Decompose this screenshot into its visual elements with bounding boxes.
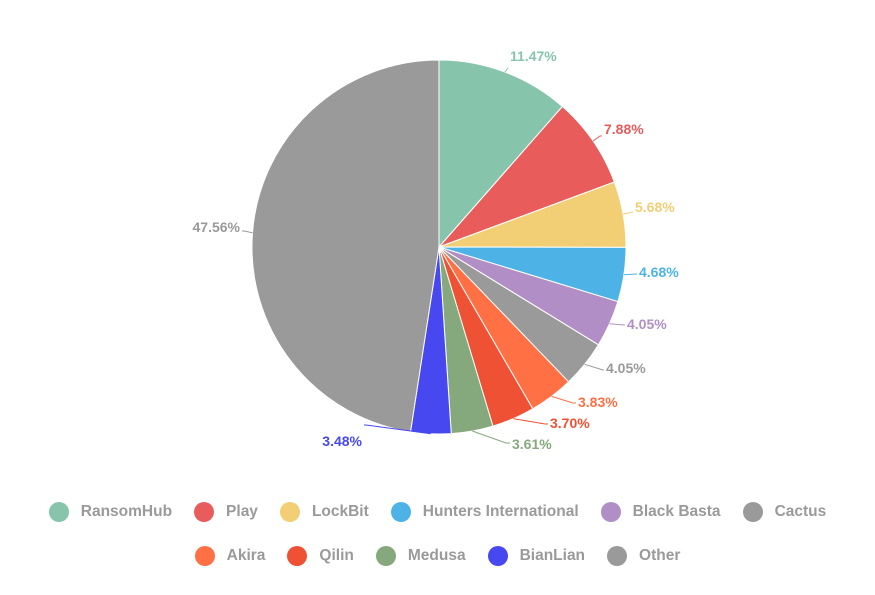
legend-item-akira[interactable]: Akira — [194, 544, 266, 568]
data-label-bianlian: 3.48% — [322, 433, 362, 449]
legend-label: Black Basta — [632, 503, 721, 520]
data-label-qilin: 3.70% — [550, 415, 590, 431]
legend-label: LockBit — [311, 503, 369, 520]
legend-swatch-icon — [287, 546, 308, 566]
data-label-lockbit: 5.68% — [635, 199, 675, 215]
data-label-cactus: 4.05% — [606, 360, 646, 376]
legend-swatch-icon — [600, 502, 621, 522]
legend-label: Medusa — [407, 547, 466, 564]
legend-item-bianlian[interactable]: BianLian — [487, 544, 586, 568]
legend-label: Hunters International — [422, 503, 579, 520]
leader-line-bianlian — [364, 424, 431, 435]
legend-label: Play — [226, 503, 258, 520]
pie-slices — [251, 59, 627, 435]
legend-label: BianLian — [519, 547, 586, 564]
legend-label: RansomHub — [80, 503, 173, 520]
leader-line-other — [242, 230, 253, 234]
legend-item-cactus[interactable]: Cactus — [742, 500, 827, 524]
legend-label: Qilin — [319, 547, 354, 564]
legend-swatch-icon — [487, 546, 508, 566]
data-label-other: 47.56% — [193, 219, 241, 235]
leader-line-play — [592, 135, 602, 142]
legend-item-play[interactable]: Play — [194, 500, 258, 524]
legend-label: Other — [639, 547, 681, 564]
data-label-medusa: 3.61% — [512, 436, 552, 452]
leader-line-hunters-international — [623, 273, 637, 276]
leader-lines — [242, 67, 637, 444]
legend-label: Cactus — [774, 503, 827, 520]
data-label-play: 7.88% — [604, 121, 644, 137]
leader-line-medusa — [472, 430, 510, 444]
legend-swatch-icon — [194, 502, 215, 522]
legend-swatch-icon — [742, 502, 763, 522]
legend-item-medusa[interactable]: Medusa — [375, 544, 466, 568]
legend-item-ransomhub[interactable]: RansomHub — [48, 500, 173, 524]
leader-line-qilin — [513, 418, 548, 425]
legend-item-lockbit[interactable]: LockBit — [279, 500, 369, 524]
legend: RansomHub Play LockBit Hunters Internationa… — [0, 500, 875, 568]
data-label-akira: 3.83% — [578, 394, 618, 410]
leader-line-akira — [551, 395, 576, 404]
legend-item-qilin[interactable]: Qilin — [287, 544, 354, 568]
legend-item-other[interactable]: Other — [607, 544, 680, 568]
data-labels: 11.47% 7.88% 5.68% 4.68% 4.05% 4.05% 3.83% 3.70… — [193, 48, 680, 452]
data-label-hunters-international: 4.68% — [639, 264, 679, 280]
legend-item-hunters-international[interactable]: Hunters International — [390, 500, 579, 524]
legend-swatch-icon — [607, 546, 628, 566]
legend-label: Akira — [226, 547, 266, 564]
leader-line-ransomhub — [504, 67, 509, 73]
leader-line-black-basta — [609, 323, 625, 326]
legend-swatch-icon — [375, 546, 396, 566]
leader-line-lockbit — [622, 211, 634, 215]
legend-swatch-icon — [194, 546, 215, 566]
legend-swatch-icon — [279, 502, 300, 522]
pie-chart: 11.47% 7.88% 5.68% 4.68% 4.05% 4.05% 3.83% 3.70… — [193, 48, 680, 452]
leader-line-cactus — [584, 363, 604, 371]
data-label-ransomhub: 11.47% — [510, 48, 557, 64]
legend-item-black-basta[interactable]: Black Basta — [600, 500, 721, 524]
legend-swatch-icon — [390, 502, 411, 522]
pie-slice-other[interactable] — [251, 59, 440, 433]
data-label-black-basta: 4.05% — [627, 316, 667, 332]
pie-slice-play[interactable] — [438, 105, 615, 248]
legend-swatch-icon — [48, 502, 69, 522]
